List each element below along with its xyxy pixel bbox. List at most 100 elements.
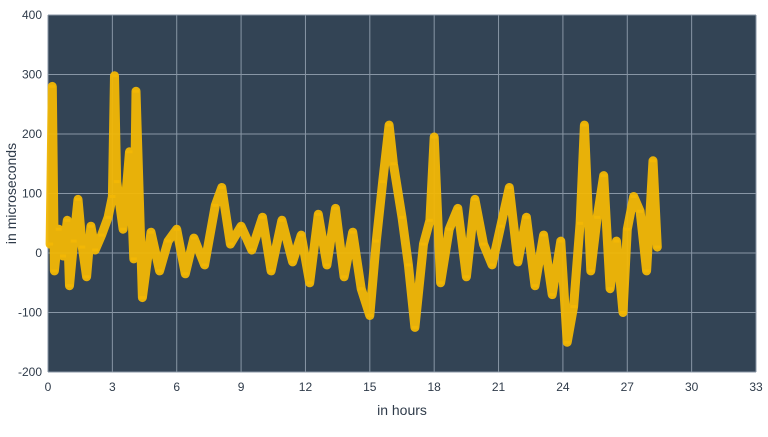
data-points	[47, 74, 661, 344]
data-point	[227, 242, 234, 246]
x-tick-labels: 0 3 6 9 12 15 18 21 24 27 30 33	[45, 380, 763, 394]
x-tick-label: 0	[45, 380, 52, 394]
data-point	[405, 263, 412, 267]
data-point	[156, 269, 163, 273]
data-point	[411, 325, 418, 329]
data-point	[278, 218, 285, 222]
data-point	[109, 195, 116, 198]
data-point	[148, 230, 154, 234]
data-point	[306, 281, 313, 285]
data-point	[607, 287, 614, 291]
x-tick-label: 21	[492, 380, 506, 394]
data-point	[650, 159, 656, 163]
x-tick-label: 27	[621, 380, 635, 394]
data-point	[489, 263, 496, 267]
data-point	[98, 233, 105, 237]
data-point	[66, 284, 73, 288]
data-point	[60, 254, 66, 258]
data-point	[341, 275, 348, 279]
data-point	[218, 186, 225, 189]
data-point	[349, 230, 356, 234]
data-point	[190, 236, 197, 240]
data-point	[92, 248, 99, 252]
data-point	[366, 314, 373, 317]
data-point	[426, 218, 433, 222]
data-point	[577, 221, 584, 225]
data-point	[431, 135, 438, 139]
data-point	[75, 197, 81, 201]
data-point	[587, 269, 594, 273]
x-tick-label: 24	[556, 380, 570, 394]
data-point	[182, 272, 189, 276]
data-point	[113, 180, 120, 184]
data-point	[133, 89, 139, 93]
data-point	[581, 123, 588, 127]
data-point	[399, 215, 405, 219]
data-point	[55, 227, 62, 231]
data-point	[379, 180, 386, 184]
data-point	[111, 74, 118, 78]
y-tick-label: -100	[18, 306, 42, 320]
data-point	[497, 224, 504, 228]
data-point	[654, 245, 661, 249]
data-point	[463, 275, 470, 279]
data-point	[471, 197, 478, 201]
x-tick-label: 12	[299, 380, 313, 394]
data-point	[523, 215, 530, 219]
data-point	[540, 233, 547, 237]
data-point	[87, 224, 94, 228]
data-point	[557, 239, 564, 243]
y-tick-label: 300	[22, 68, 42, 82]
y-axis-title: in microseconds	[3, 143, 19, 244]
y-tick-label: 200	[22, 127, 42, 141]
data-point	[420, 242, 427, 246]
data-point	[201, 263, 208, 267]
data-point	[570, 305, 577, 309]
data-point	[130, 257, 137, 261]
data-point	[643, 269, 650, 273]
data-point	[51, 269, 58, 273]
x-tick-label: 3	[109, 380, 116, 394]
data-point	[373, 239, 380, 243]
x-tick-label: 15	[363, 380, 377, 394]
data-point	[594, 215, 601, 219]
data-point	[613, 239, 620, 243]
data-point	[600, 174, 607, 178]
x-tick-label: 33	[749, 380, 763, 394]
data-point	[323, 263, 330, 267]
y-tick-labels: -200 -100 0 100 200 300 400	[18, 8, 42, 379]
data-point	[620, 311, 626, 314]
data-point	[549, 293, 556, 297]
y-tick-label: 0	[35, 246, 42, 260]
data-point	[83, 275, 90, 279]
x-tick-label: 18	[428, 380, 442, 394]
y-tick-label: -200	[18, 365, 42, 379]
data-point	[173, 227, 180, 231]
y-tick-label: 400	[22, 8, 42, 22]
data-point	[298, 233, 305, 237]
data-point	[165, 239, 172, 243]
data-point	[64, 218, 71, 222]
data-point	[49, 84, 56, 88]
data-point	[212, 203, 219, 207]
data-point	[238, 224, 245, 228]
data-point	[70, 239, 77, 243]
x-tick-label: 30	[685, 380, 699, 394]
data-point	[332, 206, 339, 210]
data-point	[315, 212, 322, 216]
x-tick-label: 6	[173, 380, 180, 394]
data-point	[480, 242, 487, 246]
data-point	[358, 287, 365, 291]
data-point	[506, 186, 513, 189]
data-point	[248, 248, 255, 252]
data-point	[564, 340, 571, 344]
data-point	[624, 227, 631, 231]
data-point	[289, 260, 296, 264]
data-point	[630, 195, 637, 198]
x-tick-label: 9	[238, 380, 245, 394]
data-point	[105, 215, 112, 219]
data-point	[268, 269, 275, 273]
x-axis-title: in hours	[377, 402, 427, 418]
